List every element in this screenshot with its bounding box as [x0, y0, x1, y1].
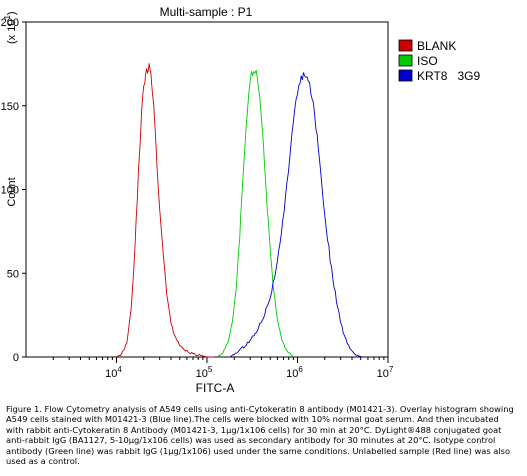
- flow-cytometry-chart: Multi-sample : P1 (x 101) Count FITC-A 0…: [1, 5, 481, 395]
- y-tick-label: 150: [1, 101, 19, 113]
- y-tick-label: 0: [13, 352, 19, 364]
- x-tick-base: 10: [377, 368, 389, 380]
- series-line-blank: [116, 63, 215, 358]
- x-tick-exponent: 6: [298, 365, 303, 374]
- legend-label: BLANK: [417, 39, 456, 53]
- x-tick-exponent: 5: [208, 365, 213, 374]
- x-tick-label: 107: [377, 365, 394, 380]
- y-axis: 0 50 100 150 200: [1, 17, 26, 364]
- chart-title: Multi-sample : P1: [160, 5, 253, 19]
- legend-label: ISO: [417, 54, 438, 68]
- x-tick-label: 105: [196, 365, 213, 380]
- series-line-krt8-3g9: [229, 72, 363, 358]
- plot-area: [25, 21, 389, 358]
- y-multiplier-prefix: (x 10: [6, 20, 18, 44]
- x-tick-label: 104: [105, 365, 122, 380]
- legend-swatch: [398, 69, 413, 82]
- legend-swatch: [398, 39, 413, 52]
- legend-swatch: [398, 54, 413, 67]
- y-multiplier-suffix: ): [6, 11, 18, 15]
- legend-label: KRT8 3G9: [417, 69, 480, 83]
- x-tick-base: 10: [286, 368, 298, 380]
- x-axis: 104 105 106 107: [52, 357, 394, 380]
- y-tick-label: 200: [1, 17, 19, 29]
- y-tick-label: 100: [1, 185, 19, 197]
- x-axis-label: FITC-A: [196, 381, 235, 395]
- x-tick-base: 10: [105, 368, 117, 380]
- x-tick-label: 106: [286, 365, 303, 380]
- x-tick-exponent: 7: [389, 365, 394, 374]
- y-axis-label: Count: [6, 177, 18, 206]
- y-multiplier-exponent: 1: [3, 15, 12, 20]
- histogram-series: [116, 63, 363, 358]
- y-multiplier-label: (x 101): [3, 11, 18, 44]
- x-tick-base: 10: [196, 368, 208, 380]
- series-line-iso: [216, 69, 294, 358]
- figure-caption: Figure 1. Flow Cytometry analysis of A54…: [6, 404, 514, 467]
- y-tick-label: 50: [7, 268, 19, 280]
- x-tick-exponent: 4: [117, 365, 122, 374]
